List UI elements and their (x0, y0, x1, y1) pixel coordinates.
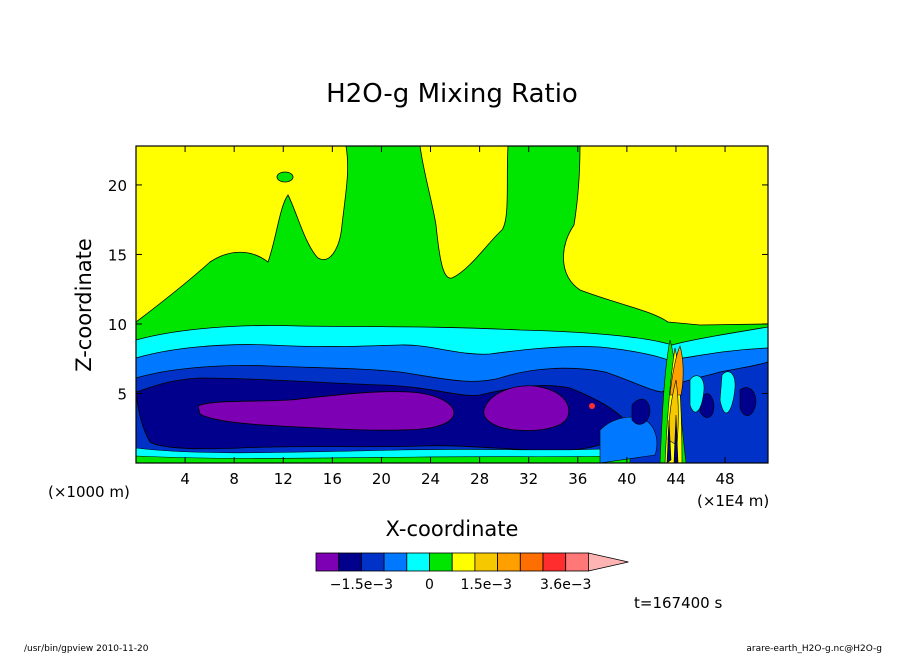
y-tick-label: 20 (108, 177, 127, 195)
band-purple-right (483, 385, 570, 431)
purple-dot (589, 403, 595, 409)
x-tick-label: 44 (666, 470, 685, 488)
y-tick-label: 5 (117, 385, 127, 403)
x-tick-label: 4 (180, 470, 190, 488)
band-purple-left (197, 391, 455, 431)
colorbar-swatch (565, 552, 589, 572)
x-unit-left: (×1000 m) (48, 483, 130, 501)
x-tick-label: 12 (274, 470, 293, 488)
colorbar-label: 1.5e−3 (460, 577, 512, 593)
colorbar (315, 552, 629, 572)
colorbar-labels: −1.5e−3 0 1.5e−3 3.6e−3 (330, 577, 592, 593)
x-axis: 4 8 12 16 20 24 28 32 36 40 44 48 (180, 146, 735, 488)
y-axis: 5 10 15 20 (108, 177, 768, 403)
right-dark-patches (631, 387, 757, 425)
colorbar-swatch (338, 552, 362, 572)
green-blob (276, 171, 294, 183)
colorbar-label: 3.6e−3 (540, 577, 592, 593)
colorbar-swatch (497, 552, 521, 572)
plot-frame (135, 145, 769, 464)
x-tick-label: 32 (519, 470, 538, 488)
colorbar-swatch (451, 552, 476, 572)
x-tick-label: 16 (323, 470, 342, 488)
x-tick-label: 24 (421, 470, 440, 488)
x-unit-right: (×1E4 m) (697, 492, 769, 510)
x-tick-label: 20 (372, 470, 391, 488)
x-axis-label: X-coordinate (386, 517, 519, 541)
y-axis-label: Z-coordinate (72, 238, 96, 372)
colorbar-extend-arrow (588, 552, 629, 572)
spike-orange (669, 345, 684, 396)
x-tick-label: 40 (617, 470, 636, 488)
colorbar-label: 0 (425, 577, 434, 593)
colorbar-swatch (542, 552, 567, 572)
spike-dark (666, 414, 679, 463)
colorbar-label: −1.5e−3 (330, 577, 393, 593)
colorbar-swatch (519, 552, 544, 572)
colorbar-swatch (429, 552, 453, 572)
contour-field (136, 146, 768, 463)
x-tick-label: 48 (716, 470, 735, 488)
colorbar-swatch (474, 552, 498, 572)
y-tick-label: 15 (108, 246, 127, 264)
right-blue-patches (599, 416, 658, 463)
right-cyan-streaks (689, 371, 736, 414)
time-label: t=167400 s (634, 594, 722, 612)
footer-left: /usr/bin/gpview 2010-11-20 (24, 644, 149, 654)
x-tick-label: 36 (568, 470, 587, 488)
colorbar-swatch (360, 552, 385, 572)
colorbar-swatch (406, 552, 430, 572)
x-tick-label: 8 (229, 470, 239, 488)
x-tick-label: 28 (470, 470, 489, 488)
chart-title: H2O-g Mixing Ratio (326, 79, 578, 109)
colorbar-swatch (383, 552, 408, 572)
colorbar-swatch (315, 552, 340, 572)
footer-right: arare-earth_H2O-g.nc@H2O-g (746, 644, 882, 654)
y-tick-label: 10 (108, 316, 127, 334)
